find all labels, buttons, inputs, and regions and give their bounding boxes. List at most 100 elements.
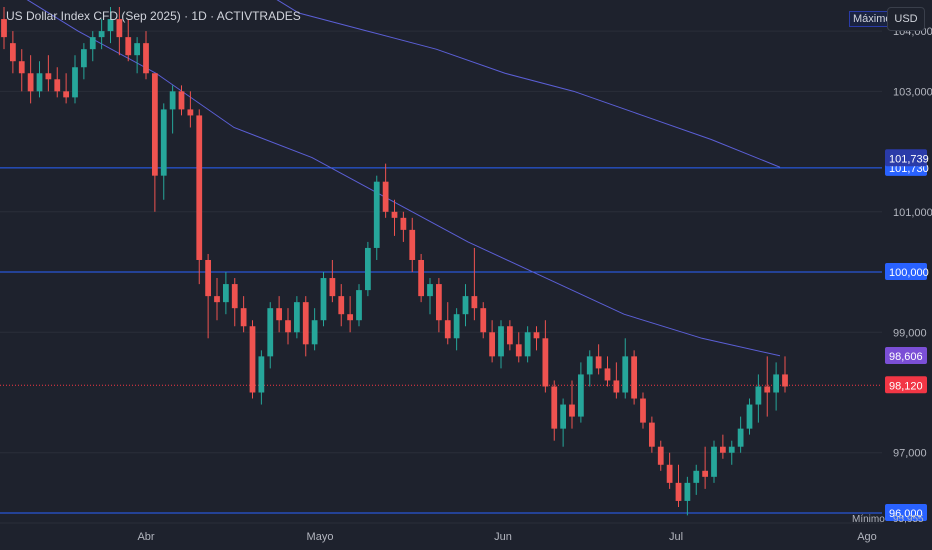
candle-body [755,386,762,405]
horizontal-levels [0,167,882,514]
price-tick-label: 99,000 [893,327,927,339]
candle-body [560,404,567,429]
candle-body [178,91,185,110]
candle-body [160,109,167,176]
candle-body [187,109,194,116]
candle-body [551,386,558,429]
candle-body [302,302,309,345]
candle-body [364,247,371,291]
ma-long-tag [885,149,927,167]
candle-body [693,470,700,483]
candle-body [54,79,61,92]
moving-averages [26,0,781,357]
candle-body [480,308,487,333]
candle-body [320,278,327,321]
candlestick-series [1,7,788,516]
level-tag [885,263,927,281]
last-price-tag [885,376,927,394]
currency-button[interactable]: USD [887,7,925,31]
candle-body [577,374,584,417]
candle-body [205,259,212,297]
candle-body [524,332,531,357]
candle-body [151,73,158,176]
candle-body [427,284,433,297]
candle-body [80,49,87,68]
candle-body [631,356,638,399]
time-tick-label: Mayo [307,531,334,543]
candle-body [36,73,43,92]
candle-body [347,314,354,321]
candle-body [542,338,549,387]
candle-body [382,181,389,212]
candle-body [657,446,664,465]
last-price-tag-label: 98,120 [889,380,923,392]
candle-body [89,37,96,50]
candle-body [267,308,274,357]
candle-body [595,356,602,369]
price-tick-label: 97,000 [893,448,927,460]
ma-short-tag-label: 98,606 [889,351,923,363]
ma-short-line [26,0,781,357]
candle-body [471,296,478,309]
candle-body [648,422,655,447]
candle-body [276,308,283,321]
candle-body [515,344,522,357]
candle-body [107,19,114,32]
candle-body [285,320,291,333]
level-tag [885,503,927,521]
min-price-label: 95,955 [893,514,924,525]
candle-body [728,446,735,453]
time-tick-label: Jun [494,531,512,543]
candle-body [116,19,123,38]
candle-body [27,73,34,92]
candle-body [338,296,345,315]
candle-body [98,31,105,38]
time-tick-label: Abr [137,531,154,543]
candle-body [9,43,16,62]
candle-body [214,296,220,303]
candle-body [773,374,780,393]
candle-body [125,37,132,56]
candle-body [329,278,336,297]
price-axis[interactable]: 104,000103,000101,00099,00097,000101,730… [852,26,932,525]
candle-body [134,43,141,56]
candle-body [240,308,247,327]
candle-body [391,211,398,218]
candle-body [196,115,203,260]
ma-long-tag-label: 101,739 [889,153,929,165]
candle-body [782,374,788,387]
candle-body [1,19,7,38]
candle-body [72,67,78,98]
candle-body [586,356,593,375]
time-axis[interactable]: Abr Mayo Jun Jul Ago [0,522,882,543]
candle-body [746,404,753,429]
candle-body [684,482,691,501]
candle-body [506,326,513,345]
candle-body [444,320,451,339]
candle-body [675,482,682,501]
level-tag-label: 96,000 [889,508,923,520]
candle-body [569,404,575,417]
candle-body [702,470,709,477]
candle-body [435,284,442,321]
time-tick-label: Ago [857,531,877,543]
candle-body [143,43,149,74]
candle-body [258,356,265,393]
price-tick-label: 101,000 [893,207,932,219]
candle-body [249,326,256,393]
candle-body [18,61,25,74]
candle-body [293,302,300,333]
candle-body [533,332,540,339]
candle-body [737,428,744,447]
candle-body [169,91,176,110]
candle-body [63,91,70,98]
price-tick-label: 103,000 [893,86,932,98]
candle-body [373,181,380,248]
candle-body [613,380,620,393]
candle-body [418,259,425,297]
candle-body [711,446,717,477]
candle-body [764,386,771,393]
candle-body [400,217,407,230]
candle-body [231,284,238,309]
